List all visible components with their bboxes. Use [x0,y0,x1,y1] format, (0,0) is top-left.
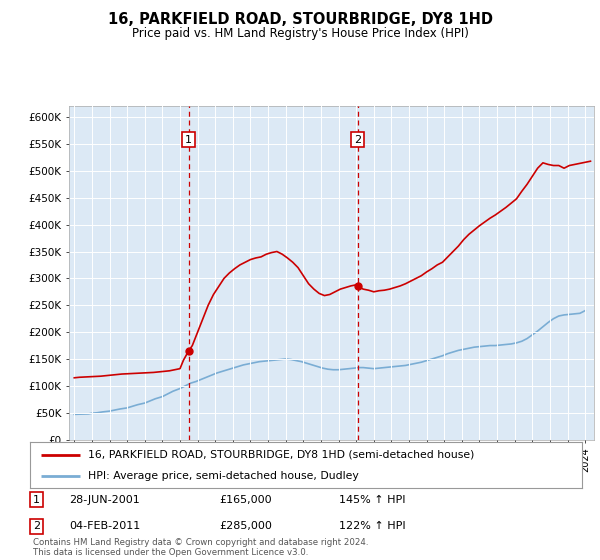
Text: Contains HM Land Registry data © Crown copyright and database right 2024.
This d: Contains HM Land Registry data © Crown c… [33,538,368,557]
Text: HPI: Average price, semi-detached house, Dudley: HPI: Average price, semi-detached house,… [88,471,359,481]
Text: Price paid vs. HM Land Registry's House Price Index (HPI): Price paid vs. HM Land Registry's House … [131,27,469,40]
Text: 1: 1 [185,135,192,144]
Text: 28-JUN-2001: 28-JUN-2001 [69,494,140,505]
Text: 04-FEB-2011: 04-FEB-2011 [69,521,140,531]
Text: 2: 2 [354,135,361,144]
Text: 1: 1 [33,494,40,505]
Text: 16, PARKFIELD ROAD, STOURBRIDGE, DY8 1HD: 16, PARKFIELD ROAD, STOURBRIDGE, DY8 1HD [107,12,493,27]
Text: £285,000: £285,000 [219,521,272,531]
Text: 122% ↑ HPI: 122% ↑ HPI [339,521,406,531]
Text: £165,000: £165,000 [219,494,272,505]
Text: 145% ↑ HPI: 145% ↑ HPI [339,494,406,505]
Text: 16, PARKFIELD ROAD, STOURBRIDGE, DY8 1HD (semi-detached house): 16, PARKFIELD ROAD, STOURBRIDGE, DY8 1HD… [88,450,475,460]
Text: 2: 2 [33,521,40,531]
